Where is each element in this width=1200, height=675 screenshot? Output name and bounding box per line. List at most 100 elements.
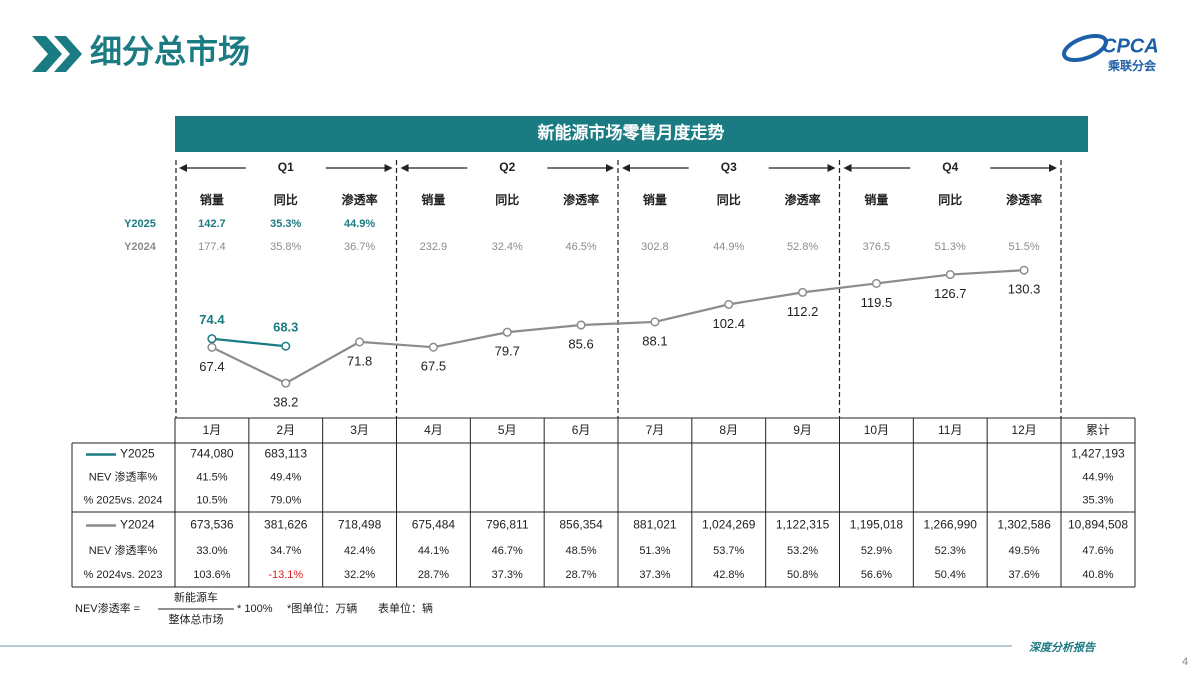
arrow-head [400,164,409,172]
data-label: 130.3 [1008,282,1041,297]
quarter-label: Q3 [721,160,737,174]
quarter-label: Q4 [942,160,958,174]
summary-value: 44.9% [344,218,375,230]
table-cell: 52.3% [935,545,966,557]
summary-header: 渗透率 [785,192,821,207]
summary-row-label: Y2025 [124,218,156,230]
table-cell: 50.8% [787,569,818,581]
table-cell: 32.2% [344,569,375,581]
point [207,334,217,344]
table-cell: 1,302,586 [997,518,1051,532]
total-header: 累计 [1086,423,1110,437]
summary-header: 同比 [274,192,298,207]
data-label: 74.4 [199,312,225,327]
table-total: 35.3% [1082,494,1113,506]
formula-numerator: 新能源车 [174,590,218,604]
table-unit: 表单位：辆 [378,601,433,615]
table-cell: 718,498 [338,518,382,532]
data-label: 79.7 [495,344,520,359]
point [355,337,365,347]
quarter-label: Q2 [499,160,515,174]
table-cell: 53.2% [787,545,818,557]
formula-denominator: 整体总市场 [169,612,224,626]
summary-value: 51.5% [1008,241,1039,253]
point [281,341,291,351]
point [871,278,881,288]
summary-value: 35.3% [270,218,301,230]
table-cell: 10.5% [196,494,227,506]
month-header: 6月 [572,423,591,437]
table-cell: 50.4% [935,569,966,581]
row-label: NEV 渗透率% [89,543,158,557]
table-cell: 42.4% [344,545,375,557]
summary-value: 36.7% [344,241,375,253]
banner [175,116,1088,152]
row-label: NEV 渗透率% [89,469,158,483]
arrow-head [827,164,836,172]
data-label: 67.5 [421,359,446,374]
table-cell: 46.7% [492,545,523,557]
table-total: 44.9% [1082,471,1113,483]
summary-value: 52.8% [787,241,818,253]
data-label: 119.5 [861,295,893,310]
table-cell: 1,266,990 [924,518,978,532]
table-cell: 673,536 [190,518,234,532]
logo-sub: 乘联分会 [1107,58,1157,73]
table-total: 1,427,193 [1071,447,1125,461]
row-label: Y2024 [120,518,155,532]
month-header: 11月 [938,423,962,437]
formula-label: NEV渗透率 = [75,601,140,615]
point [1019,265,1029,275]
month-header: 12月 [1011,423,1036,437]
quarter-label: Q1 [278,160,294,174]
table-cell: 79.0% [270,494,301,506]
data-label: 112.2 [787,304,819,319]
point [281,378,291,388]
table-cell: 796,811 [486,518,529,532]
logo-swoosh [1062,33,1108,63]
summary-value: 376.5 [863,241,891,253]
month-header: 1月 [203,423,222,437]
month-header: 8月 [719,423,738,437]
data-label: 68.3 [273,320,298,335]
summary-value: 232.9 [420,241,448,253]
row-label: Y2025 [120,447,155,461]
table-cell: 744,080 [190,447,234,461]
point [650,317,660,327]
table-cell: 1,122,315 [776,518,830,532]
footer-text: 深度分析报告 [1029,641,1096,654]
logo: CPCA [1102,35,1159,57]
point [207,342,217,352]
table-cell: 37.3% [639,569,670,581]
chevron [54,36,82,72]
month-header: 9月 [793,423,812,437]
summary-header: 同比 [938,192,962,207]
month-header: 10月 [864,423,889,437]
summary-header: 销量 [421,192,445,207]
point [576,320,586,330]
table-cell: 28.7% [565,569,596,581]
data-label: 38.2 [273,395,298,410]
point [798,287,808,297]
table-cell: 41.5% [196,471,227,483]
point [724,299,734,309]
summary-header: 销量 [864,192,888,207]
point [945,270,955,280]
table-cell: 37.6% [1008,569,1039,581]
summary-value: 302.8 [641,241,669,253]
table-cell: 53.7% [713,545,744,557]
arrow-head [1049,164,1057,172]
summary-value: 46.5% [565,241,596,253]
summary-header: 渗透率 [563,192,599,207]
formula-multiplier: * 100% [237,603,273,615]
table-total: 10,894,508 [1068,518,1128,532]
table-cell: 48.5% [565,545,596,557]
summary-header: 渗透率 [342,192,378,207]
summary-value: 177.4 [198,241,226,253]
table-cell: 49.4% [270,471,301,483]
table-total: 47.6% [1082,545,1113,557]
series-line [211,337,286,348]
summary-value: 51.3% [935,241,966,253]
point [428,342,438,352]
